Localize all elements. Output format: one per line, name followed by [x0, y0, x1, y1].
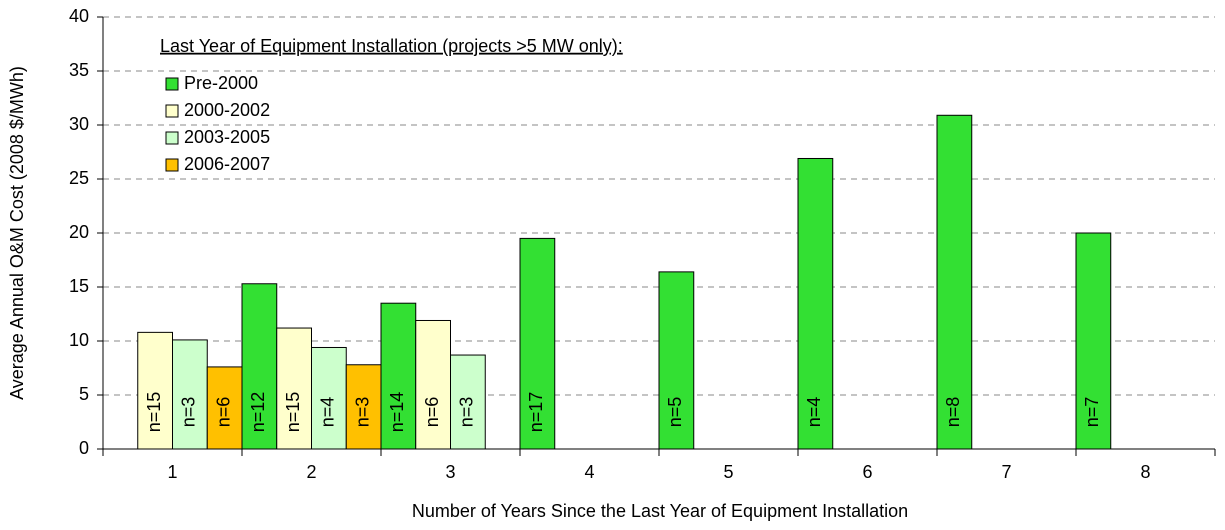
bar	[206, 366, 243, 450]
bar	[797, 157, 834, 450]
x-axis-label: Number of Years Since the Last Year of E…	[412, 501, 908, 521]
bar	[311, 346, 347, 450]
y-tick-label: 15	[69, 276, 89, 296]
x-tick-label: 4	[584, 462, 594, 482]
bar-count-label: n=3	[179, 397, 199, 428]
x-tick-label: 7	[1001, 462, 1011, 482]
legend-label: 2006-2007	[184, 154, 270, 174]
bar-count-label: n=4	[804, 397, 824, 428]
bar-count-label: n=15	[144, 392, 164, 433]
y-tick-label: 30	[69, 114, 89, 134]
bar-count-label: n=6	[422, 397, 442, 428]
bar	[1075, 232, 1112, 450]
bar	[380, 302, 417, 450]
bar-count-label: n=12	[248, 392, 268, 433]
legend-swatch	[165, 131, 179, 145]
x-tick-label: 6	[862, 462, 872, 482]
bar-count-label: n=7	[1082, 397, 1102, 428]
bar	[172, 339, 208, 450]
bar-count-label: n=17	[526, 392, 546, 433]
y-tick-label: 5	[79, 384, 89, 404]
x-tick-label: 5	[723, 462, 733, 482]
x-tick-label: 3	[445, 462, 455, 482]
y-tick-label: 25	[69, 168, 89, 188]
bar	[415, 319, 451, 450]
y-tick-label: 20	[69, 222, 89, 242]
legend-label: Pre-2000	[184, 73, 258, 93]
bar	[276, 327, 312, 450]
bar	[241, 283, 278, 450]
y-tick-label: 10	[69, 330, 89, 350]
legend-label: 2003-2005	[184, 127, 270, 147]
bar	[519, 237, 556, 450]
bar-count-label: n=14	[387, 392, 407, 433]
bar-count-label: n=4	[318, 397, 338, 428]
bar	[658, 271, 695, 450]
bar-count-label: n=6	[213, 397, 233, 428]
bar-count-label: n=3	[352, 397, 372, 428]
bar-count-label: n=3	[457, 397, 477, 428]
bar-count-label: n=8	[943, 397, 963, 428]
legend-swatch	[165, 77, 179, 91]
x-tick-label: 8	[1140, 462, 1150, 482]
y-tick-label: 40	[69, 6, 89, 26]
bar	[450, 354, 486, 450]
x-tick-label: 1	[167, 462, 177, 482]
bar	[936, 114, 973, 450]
y-tick-label: 0	[79, 438, 89, 458]
legend-title: Last Year of Equipment Installation (pro…	[160, 36, 623, 56]
legend-swatch	[165, 104, 179, 118]
y-axis-label: Average Annual O&M Cost (2008 $/MWh)	[7, 66, 27, 400]
legend-swatch	[165, 158, 179, 172]
legend-label: 2000-2002	[184, 100, 270, 120]
bar-count-label: n=5	[665, 397, 685, 428]
x-tick-label: 2	[306, 462, 316, 482]
bar-count-label: n=15	[283, 392, 303, 433]
y-tick-label: 35	[69, 60, 89, 80]
